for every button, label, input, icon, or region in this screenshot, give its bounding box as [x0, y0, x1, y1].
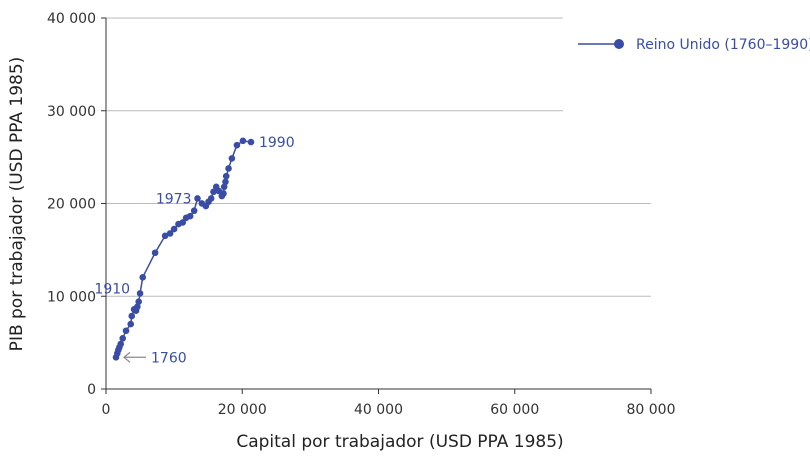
data-point — [233, 141, 241, 149]
y-tick-label: 20 000 — [47, 197, 96, 213]
data-point — [166, 230, 174, 237]
x-tick-label: 40 000 — [354, 402, 403, 418]
y-tick-label: 30 000 — [47, 104, 96, 120]
data-point — [225, 165, 232, 172]
data-point — [190, 207, 198, 215]
arrow-head-icon — [123, 351, 131, 363]
legend-label: Reino Unido (1760–1990) — [636, 37, 810, 53]
data-point — [222, 178, 229, 186]
data-point — [136, 290, 144, 297]
annotation-label: 1973 — [156, 191, 192, 207]
data-point — [161, 232, 169, 240]
y-tick-label: 0 — [87, 382, 96, 398]
x-tick-label: 60 000 — [490, 402, 539, 418]
data-point — [207, 195, 215, 202]
annotation-label: 1760 — [151, 350, 187, 366]
legend: Reino Unido (1760–1990) — [578, 37, 810, 53]
data-point — [239, 137, 247, 145]
data-point — [127, 320, 135, 328]
y-axis-label: PIB por trabajador (USD PPA 1985) — [7, 57, 27, 352]
data-point — [220, 183, 228, 191]
legend-marker — [614, 39, 624, 49]
data-point — [186, 212, 194, 220]
y-tick-label: 40 000 — [47, 11, 96, 27]
data-point — [122, 327, 130, 335]
data-point — [222, 172, 230, 180]
data-point — [247, 138, 255, 146]
data-point — [220, 190, 227, 197]
data-point — [210, 188, 217, 196]
data-point — [135, 298, 142, 306]
data-point — [179, 219, 187, 226]
data-point — [128, 312, 136, 320]
y-tick-label: 10 000 — [47, 289, 96, 305]
data-point — [228, 155, 236, 162]
data-point — [119, 335, 126, 342]
data-point — [139, 274, 147, 281]
x-tick-label: 20 000 — [218, 402, 267, 418]
data-point — [134, 303, 141, 311]
annotation-label: 1990 — [259, 135, 295, 151]
x-tick-label: 0 — [102, 402, 111, 418]
data-point — [194, 195, 201, 202]
data-point — [151, 249, 159, 257]
data-point — [170, 225, 178, 233]
annotation-label: 1910 — [94, 281, 130, 297]
series-line — [115, 140, 252, 358]
x-axis-label: Capital por trabajador (USD PPA 1985) — [236, 432, 563, 452]
x-tick-label: 80 000 — [627, 402, 676, 418]
data-point — [117, 340, 125, 348]
